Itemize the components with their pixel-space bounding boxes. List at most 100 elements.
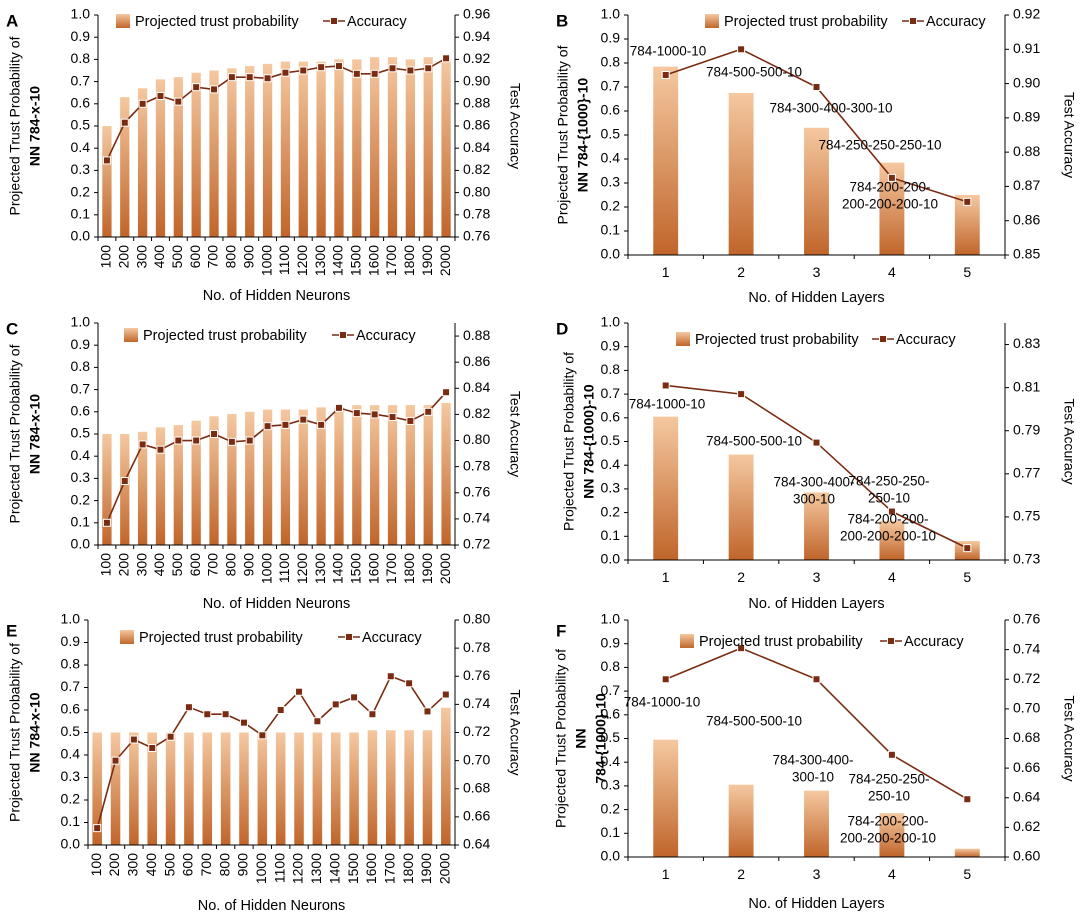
bar-c-1800 [405, 405, 416, 545]
y-tick-label: 1.0 [61, 611, 81, 627]
y-tick-label: 0.1 [601, 824, 621, 840]
bar-annotation: 784-200-200- [847, 512, 928, 527]
y-tick-label: 0.9 [601, 337, 621, 353]
y2-tick-label: 0.92 [463, 50, 490, 66]
x-tick-label: 300 [125, 853, 141, 877]
y-tick-label: 0.9 [601, 634, 621, 650]
bar-a-1500 [352, 59, 362, 238]
x-tick-label: 1400 [326, 853, 342, 884]
legend-bar-label: Projected trust probability [143, 328, 307, 344]
accuracy-point-f-2 [737, 644, 746, 653]
accuracy-point-c-200 [120, 477, 129, 486]
bar-d-1 [653, 416, 679, 560]
bar-e-300 [129, 732, 139, 845]
x-tick-label: 1100 [271, 853, 287, 883]
x-tick-label: 2 [737, 264, 745, 280]
x-tick-label: 1300 [312, 245, 328, 276]
accuracy-point-c-1300 [317, 420, 326, 429]
y2-tick-label: 0.60 [1013, 848, 1040, 864]
accuracy-point-c-400 [156, 445, 165, 454]
accuracy-point-a-1600 [370, 69, 379, 78]
y-axis-label: 784-{1000}-10 [593, 693, 609, 784]
accuracy-point-d-3 [812, 438, 821, 447]
y-tick-label: 0.2 [601, 503, 621, 519]
accuracy-point-a-300 [138, 99, 147, 108]
bar-e-600 [184, 732, 194, 845]
y-tick-label: 0.2 [601, 800, 621, 816]
x-tick-label: 3 [813, 866, 821, 882]
y2-tick-label: 0.84 [463, 139, 490, 155]
bar-e-500 [165, 732, 176, 845]
y-axis-label: Projected Trust Probability of [7, 643, 23, 822]
x-tick-label: 2 [737, 569, 745, 585]
y-tick-label: 0.7 [601, 682, 621, 698]
bar-a-100 [102, 126, 112, 237]
accuracy-point-c-1400 [334, 403, 343, 412]
bar-c-1100 [280, 409, 291, 545]
bar-c-800 [227, 414, 237, 545]
x-tick-label: 1200 [294, 245, 310, 276]
y-tick-label: 0.3 [601, 480, 621, 496]
y-tick-label: 0.1 [71, 514, 91, 530]
x-tick-label: 700 [205, 245, 221, 269]
x-tick-label: 200 [106, 853, 122, 877]
legend-line-label: Accuracy [896, 332, 956, 348]
x-tick-label: 1100 [276, 245, 292, 275]
x-tick-label: 1200 [294, 553, 310, 584]
accuracy-point-f-5 [963, 795, 972, 804]
panel-a: A 0.0 0.1 0.2 0.3 0.4 0.5 0.6 0.7 0.8 0.9 1.0 0.76 0.… [6, 6, 523, 304]
bar-c-500 [173, 425, 183, 545]
bar-a-2000 [441, 59, 451, 238]
y2-tick-label: 0.88 [463, 327, 490, 343]
x-tick-label: 1500 [348, 553, 364, 584]
x-tick-label: 800 [223, 245, 239, 269]
y-axis-label: Projected Trust Probability of [7, 344, 23, 523]
bar-f-1 [653, 739, 679, 857]
y-tick-label: 0.6 [601, 409, 621, 425]
accuracy-point-a-200 [120, 118, 129, 127]
y-tick-label: 0.4 [601, 753, 621, 769]
accuracy-point-c-1900 [424, 407, 433, 416]
bar-c-1500 [352, 405, 362, 545]
bar-annotation: 250-10 [868, 789, 910, 804]
y2-tick-label: 0.88 [463, 95, 490, 111]
legend-bar-swatch [124, 328, 138, 342]
bar-c-1900 [423, 405, 433, 545]
panel-letter: C [6, 319, 18, 338]
accuracy-point-a-100 [102, 156, 111, 165]
legend-line-marker [909, 17, 917, 25]
legend-bar-label: Projected trust probability [135, 14, 299, 30]
y-tick-label: 0.0 [601, 848, 621, 864]
x-tick-label: 1800 [400, 853, 416, 884]
accuracy-point-e-1100 [276, 706, 285, 714]
y2-tick-label: 0.74 [463, 695, 490, 711]
y2-tick-label: 0.78 [463, 639, 490, 655]
accuracy-point-c-1700 [388, 413, 397, 422]
bar-c-1600 [370, 405, 380, 545]
bar-a-1800 [405, 59, 416, 238]
bar-d-2 [728, 454, 754, 560]
legend-bar-swatch [680, 634, 694, 648]
accuracy-point-e-1000 [258, 731, 267, 740]
bar-b-1 [653, 66, 679, 255]
y-tick-label: 0.7 [601, 78, 621, 94]
accuracy-point-d-5 [963, 544, 972, 553]
accuracy-point-a-600 [192, 83, 201, 92]
accuracy-point-c-500 [174, 436, 183, 445]
legend-bar-swatch [705, 14, 719, 28]
x-tick-label: 600 [187, 245, 203, 269]
bar-c-2000 [441, 402, 451, 545]
accuracy-point-c-800 [227, 437, 236, 446]
y2-tick-label: 0.68 [463, 779, 490, 795]
accuracy-point-c-1200 [299, 415, 308, 424]
y2-tick-label: 0.96 [463, 6, 490, 22]
accuracy-point-e-1500 [350, 693, 359, 702]
x-tick-label: 200 [115, 245, 131, 269]
bar-e-1300 [312, 732, 323, 845]
panel-e: E 0.0 0.1 0.2 0.3 0.4 0.5 0.6 0.7 0.8 0.9 1.0 0.64 0.… [6, 611, 523, 914]
x-tick-label: 400 [151, 553, 167, 577]
accuracy-point-e-300 [129, 735, 138, 744]
panel-c: C 0.0 0.1 0.2 0.3 0.4 0.5 0.6 0.7 0.8 0.9 1.0 0.72 0.… [6, 314, 523, 612]
bar-c-1700 [387, 405, 398, 545]
